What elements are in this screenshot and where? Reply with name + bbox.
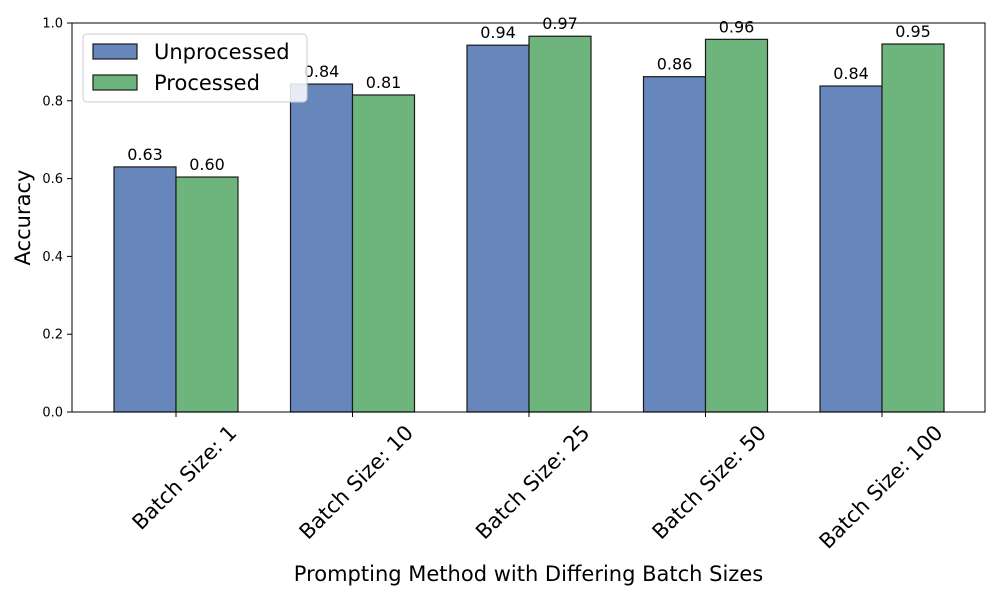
y-tick-label: 1.0 [42, 17, 63, 32]
legend-label-processed: Processed [154, 71, 260, 95]
y-axis-title: Accuracy [11, 170, 35, 266]
data-label: 0.81 [366, 73, 402, 92]
legend: Unprocessed Processed [82, 33, 308, 103]
bar-unprocessed-2 [466, 44, 530, 413]
legend-label-unprocessed: Unprocessed [154, 40, 290, 64]
x-tick-label: Batch Size: 10 [295, 421, 418, 544]
data-label: 0.94 [480, 23, 516, 42]
bar-unprocessed-3 [642, 76, 707, 413]
data-label: 0.63 [127, 145, 163, 164]
data-label: 0.97 [542, 14, 578, 33]
data-labels-layer: 0.63 0.60 0.84 0.81 0.94 0.97 0.86 0.96 0.84 0.95 [127, 14, 931, 174]
x-tick-label: Batch Size: 100 [815, 421, 948, 554]
x-axis: Batch Size: 1 Batch Size: 10 Batch Size: 2… [128, 412, 948, 553]
bar-processed-3 [704, 38, 769, 413]
bar-unprocessed-1 [289, 83, 354, 413]
data-label: 0.96 [719, 17, 755, 36]
x-tick-label: Batch Size: 50 [648, 421, 771, 544]
y-tick-label: 0.4 [42, 250, 63, 265]
bars-layer [113, 35, 945, 413]
data-label: 0.95 [895, 22, 931, 41]
bar-processed-1 [351, 94, 416, 413]
y-tick-label: 0.0 [42, 406, 63, 421]
bar-unprocessed-0 [113, 166, 177, 413]
y-tick-label: 0.8 [42, 94, 63, 109]
data-label: 0.60 [189, 155, 225, 174]
legend-swatch-unprocessed [92, 43, 138, 60]
y-tick-label: 0.2 [42, 328, 63, 343]
data-label: 0.84 [304, 62, 340, 81]
x-axis-title: Prompting Method with Differing Batch Si… [294, 562, 763, 586]
bar-processed-2 [528, 35, 592, 413]
data-label: 0.84 [833, 64, 869, 83]
data-label: 0.86 [657, 55, 693, 74]
y-tick-label: 0.6 [42, 172, 63, 187]
legend-box [82, 33, 308, 103]
x-tick-label: Batch Size: 25 [471, 421, 594, 544]
y-axis: 0.0 0.2 0.4 0.6 0.8 1.0 [42, 17, 72, 421]
legend-swatch-processed [92, 74, 138, 91]
bar-processed-0 [175, 176, 239, 413]
bar-unprocessed-4 [819, 85, 883, 413]
bar-processed-4 [881, 43, 945, 413]
x-tick-label: Batch Size: 1 [128, 421, 242, 535]
